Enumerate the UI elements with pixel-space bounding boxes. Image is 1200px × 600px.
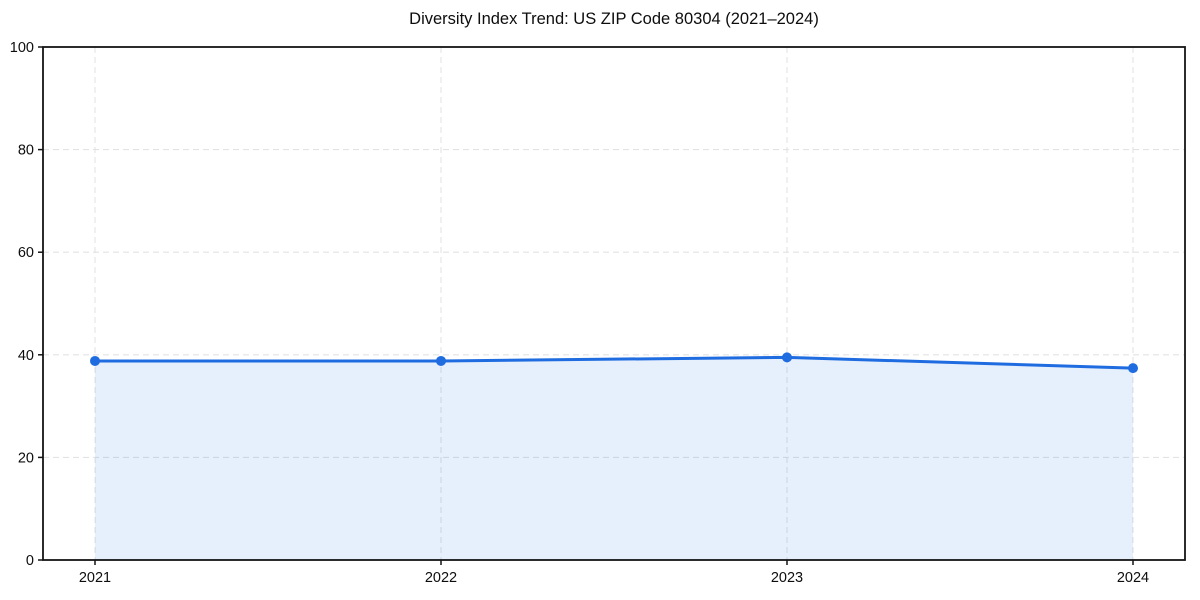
x-tick-label-2022: 2022 xyxy=(425,570,457,586)
data-point-2021 xyxy=(90,355,100,366)
y-tick-label-20: 20 xyxy=(18,450,34,466)
area-fill xyxy=(95,357,1133,560)
y-tick-label-40: 40 xyxy=(18,348,34,364)
y-tick-label-80: 80 xyxy=(18,143,34,159)
y-tick-label-0: 0 xyxy=(26,553,34,569)
data-point-2024 xyxy=(1128,363,1138,374)
data-point-2023 xyxy=(782,352,792,363)
x-tick-label-2023: 2023 xyxy=(771,570,803,586)
y-tick-label-100: 100 xyxy=(10,40,34,56)
plot-border xyxy=(42,46,1186,561)
chart-title: Diversity Index Trend: US ZIP Code 80304… xyxy=(409,10,819,28)
trend-line xyxy=(93,355,1135,370)
x-tick-label-2024: 2024 xyxy=(1117,570,1149,586)
y-tick-label-60: 60 xyxy=(18,245,34,261)
x-tick-label-2021: 2021 xyxy=(79,570,111,586)
data-point-2022 xyxy=(436,355,446,366)
